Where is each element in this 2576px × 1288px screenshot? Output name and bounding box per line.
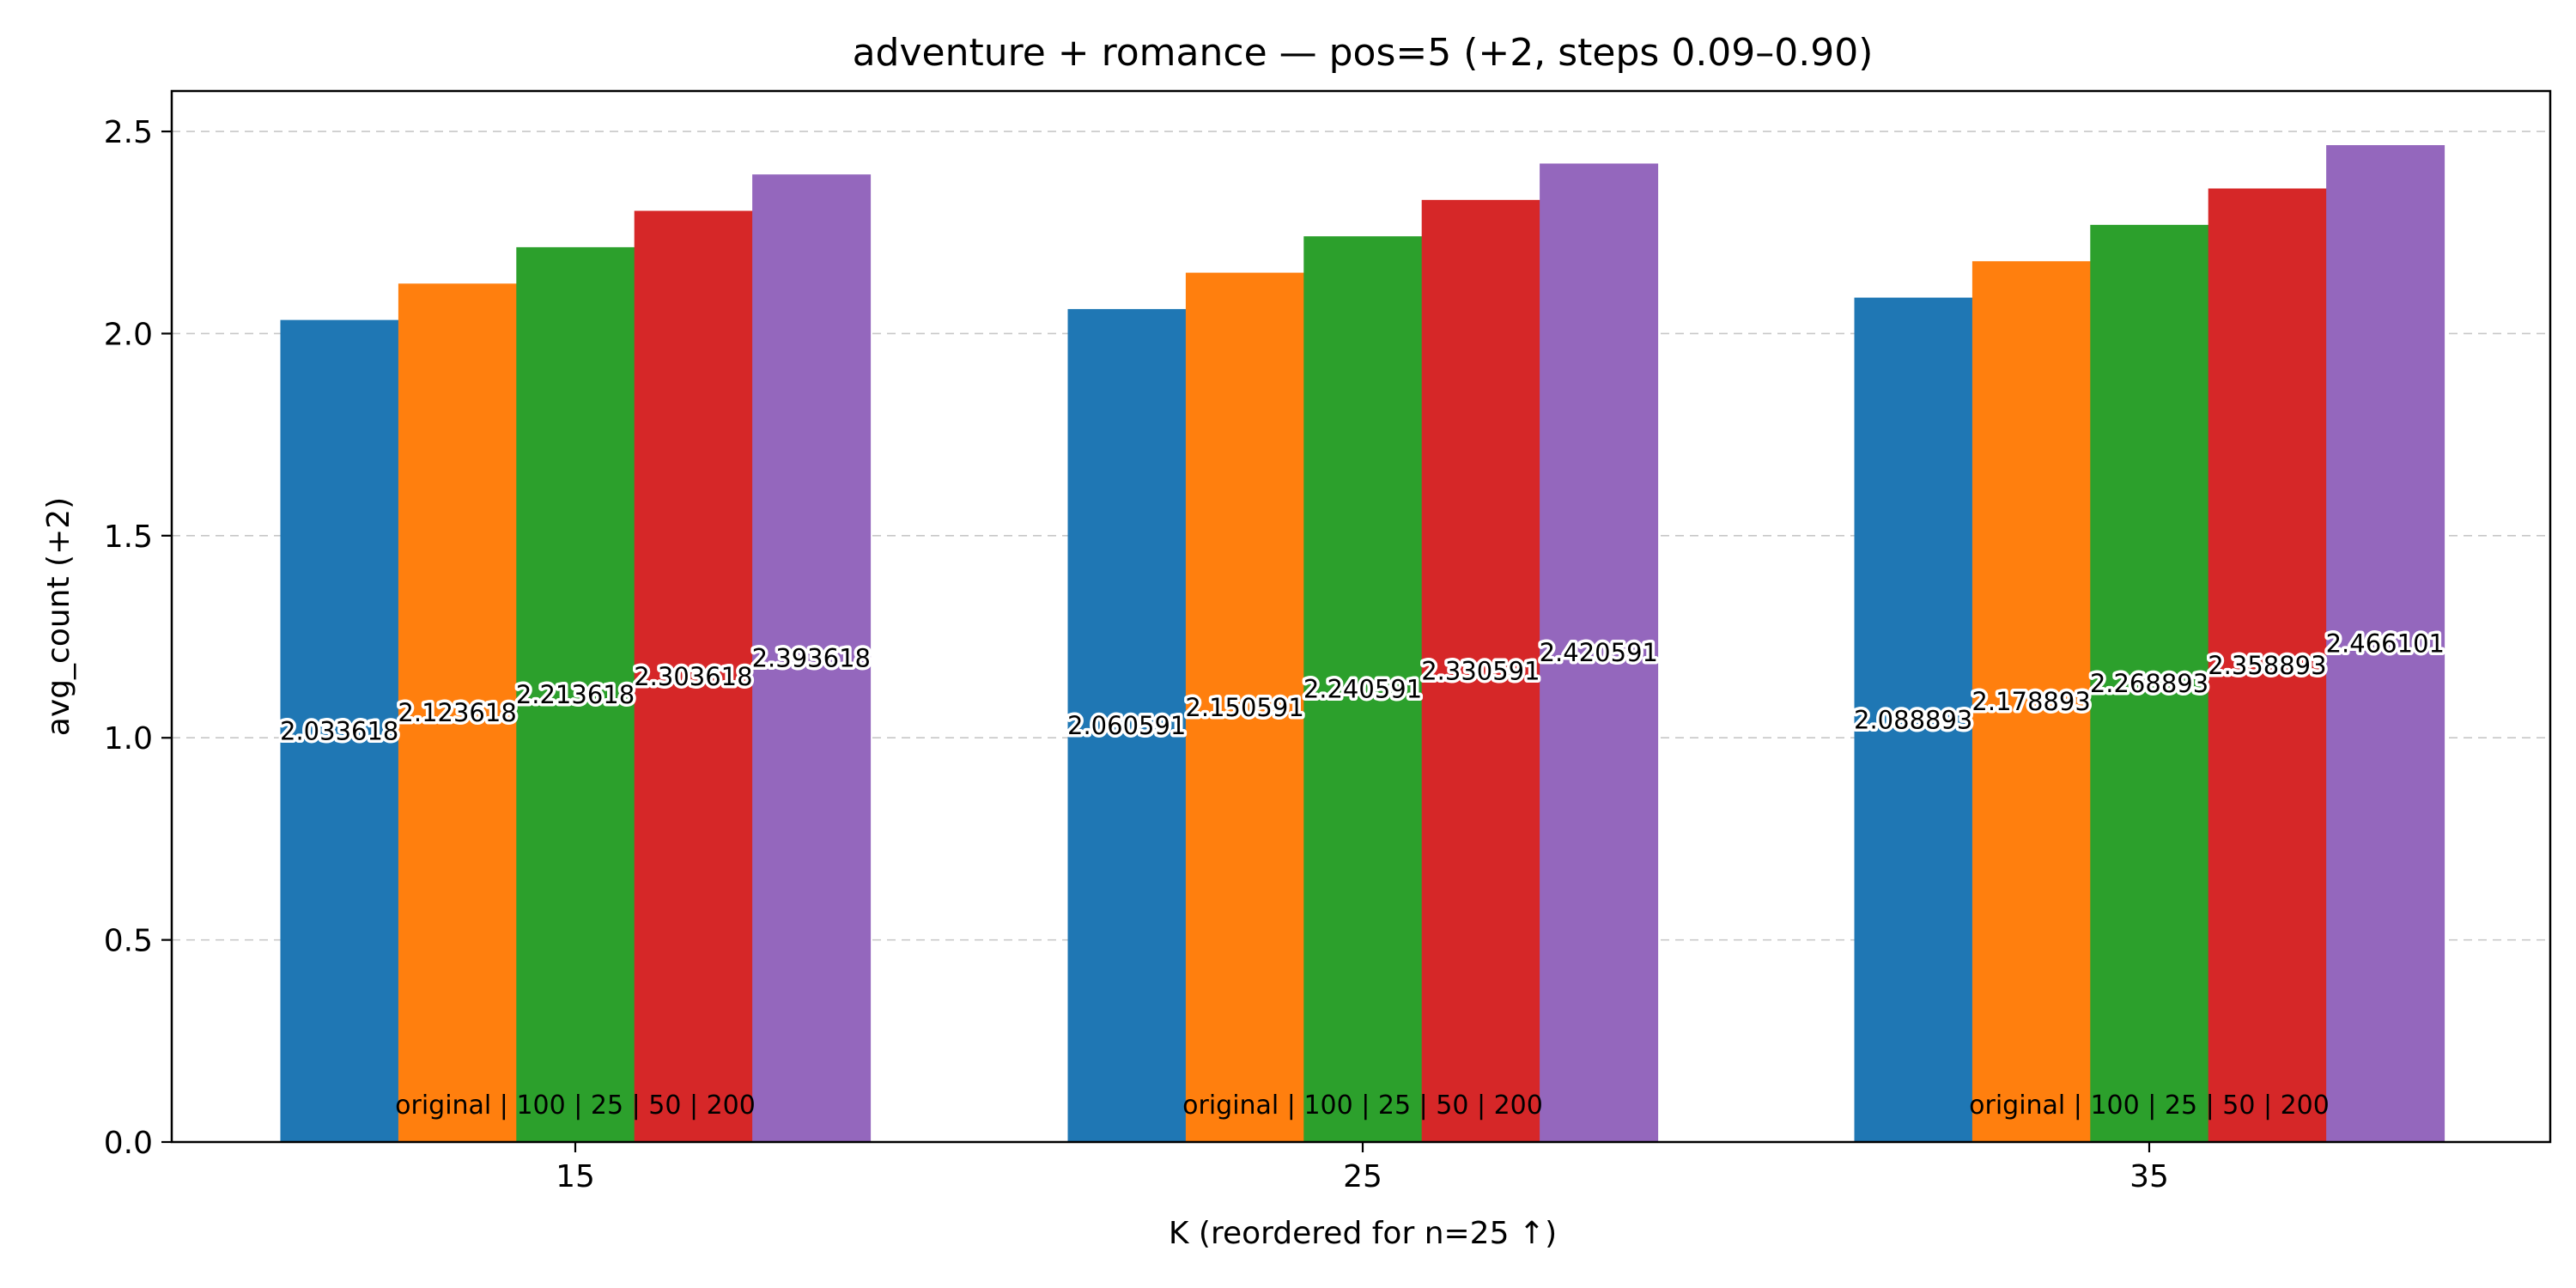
y-axis-label: avg_count (+2) [41,497,76,736]
bar-value-label: 2.150591 [1185,693,1303,722]
bar-value-labels: 2.0336182.1236182.2136182.3036182.393618… [277,626,2448,749]
bars [280,145,2445,1143]
x-tick-label: 15 [556,1159,595,1194]
bar-value-label: 2.393618 [752,644,871,673]
y-tick-label: 0.5 [104,924,153,959]
bar-value-label: 2.088893 [1854,705,1972,734]
bar [2090,224,2209,1142]
x-tick-label: 25 [1343,1159,1382,1194]
bar-value-label: 2.178893 [1971,687,2090,716]
bar-value-label: 2.268893 [2090,669,2208,698]
x-tick-label: 35 [2129,1159,2169,1194]
bar-value-label: 2.330591 [1421,656,1540,685]
bar-value-label: 2.466101 [2326,629,2445,659]
bar [1421,199,1540,1142]
bar [1185,272,1304,1142]
y-tick-label: 0.0 [104,1126,153,1161]
bar [1854,297,1973,1142]
bar [280,319,399,1142]
bar-value-label: 2.060591 [1067,711,1186,740]
bar [2208,188,2327,1143]
bar-value-label: 2.033618 [280,716,398,745]
plot-frame [170,89,2552,1144]
chart-title: adventure + romance — pos=5 (+2, steps 0… [853,31,1874,75]
bar-value-label: 2.123618 [398,698,516,727]
group-series-note: original | 100 | 25 | 50 | 200 [1969,1091,2330,1121]
bar [398,283,517,1142]
group-notes: original | 100 | 25 | 50 | 200 original |… [395,1091,2330,1121]
group-series-note: original | 100 | 25 | 50 | 200 [395,1091,756,1121]
bar [1971,261,2091,1142]
bar-value-label: 2.358893 [2208,651,2326,680]
y-tick-label: 1.5 [104,519,153,555]
y-tick-label: 2.0 [104,317,153,352]
bar [1540,163,1659,1143]
y-tick-label: 1.0 [104,721,153,756]
bar-value-label: 2.303618 [634,662,752,691]
x-axis-ticks: 15 25 35 [556,1142,2169,1194]
y-tick-label: 2.5 [104,115,153,150]
bar-value-label: 2.240591 [1303,675,1422,704]
bar-value-label: 2.213618 [516,680,635,709]
bar [634,210,753,1142]
group-series-note: original | 100 | 25 | 50 | 200 [1182,1091,1543,1121]
bar [2326,145,2445,1142]
bar-value-label: 2.420591 [1540,638,1658,667]
bar [516,246,635,1143]
bar [1303,236,1423,1142]
bar [1067,308,1187,1143]
x-axis-label: K (reordered for n=25 ↑) [1169,1216,1557,1251]
bar [752,174,872,1142]
y-axis-ticks: 0.0 0.5 1.0 1.5 2.0 2.5 [104,115,172,1161]
